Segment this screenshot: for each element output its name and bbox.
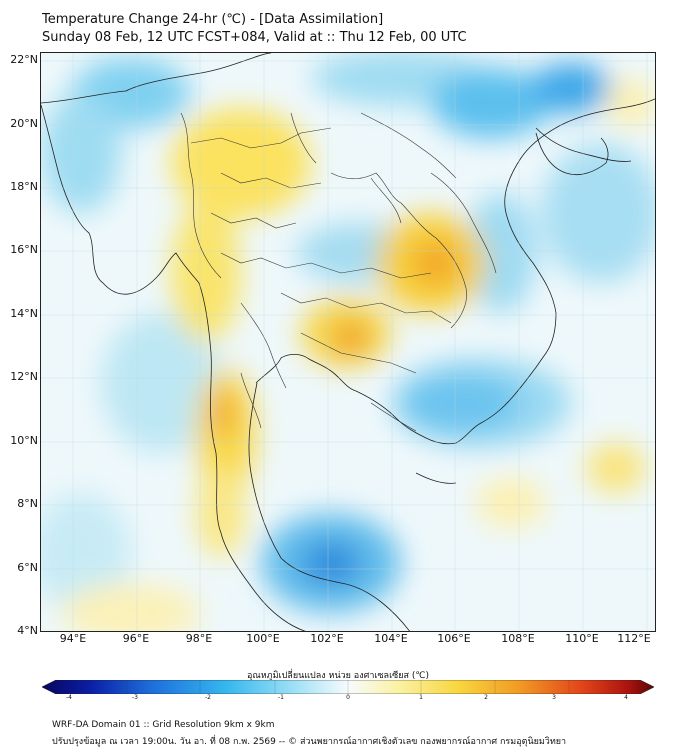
lon-label-96: 96°E: [122, 632, 150, 645]
lon-label-106: 106°E: [437, 632, 471, 645]
lon-label-102: 102°E: [310, 632, 344, 645]
temperature-field: [41, 53, 655, 631]
colorbar-label--3: -3: [132, 694, 138, 701]
colorbar-label--1: -1: [278, 694, 284, 701]
lat-label-16: 16°N: [10, 243, 38, 256]
temperature-change-map[interactable]: [40, 52, 656, 632]
lat-label-12: 12°N: [10, 370, 38, 383]
lon-label-110: 110°E: [565, 632, 599, 645]
graticule: [41, 53, 655, 631]
colorbar-label-4: 4: [624, 694, 628, 701]
colorbar-graphic: [41, 679, 655, 695]
map-graphic: [41, 53, 655, 631]
lat-label-4: 4°N: [17, 624, 38, 637]
coastlines: [41, 53, 655, 631]
lon-label-94: 94°E: [59, 632, 87, 645]
colorbar-label-1: 1: [419, 694, 423, 701]
lon-label-108: 108°E: [501, 632, 535, 645]
colorbar: [41, 679, 655, 695]
lat-label-8: 8°N: [17, 497, 38, 510]
colorbar-label--2: -2: [205, 694, 211, 701]
province-borders: [180, 112, 497, 432]
lat-label-22: 22°N: [10, 53, 38, 66]
lon-label-100: 100°E: [246, 632, 280, 645]
lat-label-10: 10°N: [10, 434, 38, 447]
footer-credit: ปรับปรุงข้อมูล ณ เวลา 19:00น. วัน อา. ที…: [52, 737, 567, 747]
lon-label-98: 98°E: [185, 632, 213, 645]
lon-label-104: 104°E: [374, 632, 408, 645]
lat-label-18: 18°N: [10, 180, 38, 193]
lat-label-14: 14°N: [10, 307, 38, 320]
map-title: Temperature Change 24-hr (℃) - [Data Ass…: [42, 12, 384, 27]
footer-model-info: WRF-DA Domain 01 :: Grid Resolution 9km …: [52, 720, 275, 730]
colorbar-title: อุณหภูมิเปลี่ยนแปลง หน่วย องศาเซลเซียส (…: [246, 671, 430, 681]
colorbar-label-2: 2: [484, 694, 488, 701]
lat-label-20: 20°N: [10, 117, 38, 130]
lat-label-6: 6°N: [17, 561, 38, 574]
map-subtitle: Sunday 08 Feb, 12 UTC FCST+084, Valid at…: [42, 30, 467, 45]
lon-label-112: 112°E: [617, 632, 651, 645]
colorbar-label--4: -4: [66, 694, 72, 701]
colorbar-label-0: 0: [346, 694, 350, 701]
colorbar-label-3: 3: [552, 694, 556, 701]
